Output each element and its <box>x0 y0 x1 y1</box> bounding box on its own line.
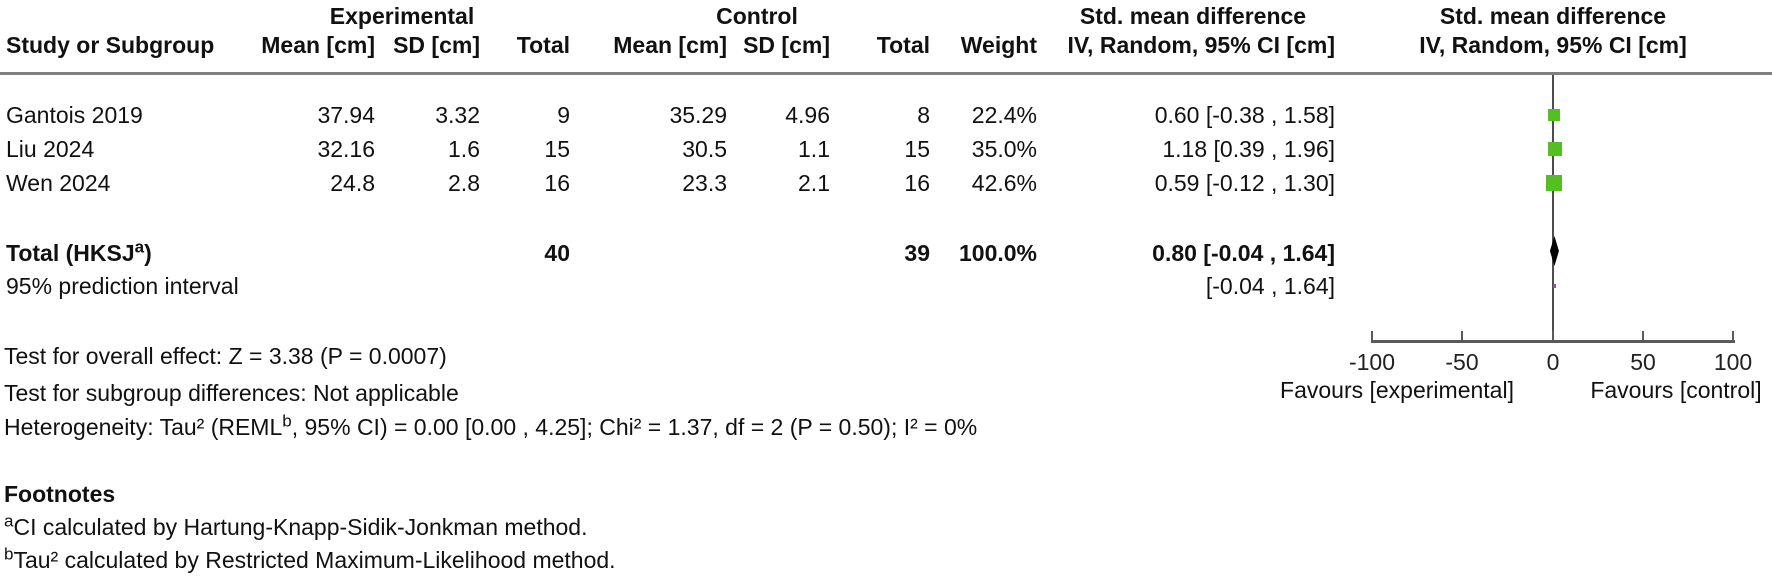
cell-total-exp: 16 <box>544 170 570 196</box>
prediction-label: 95% prediction interval <box>6 273 239 299</box>
cell-sd-exp: 2.8 <box>448 170 480 196</box>
favours-experimental-label: Favours [experimental] <box>1280 377 1514 403</box>
col-header-mean-exp: Mean [cm] <box>261 32 375 58</box>
cell-total-exp: 15 <box>544 136 570 162</box>
axis-tick <box>1642 331 1644 340</box>
heterogeneity: Heterogeneity: Tau² (REMLb, 95% CI) = 0.… <box>4 411 978 440</box>
cell-weight: 35.0% <box>971 136 1037 162</box>
footnotes-title: Footnotes <box>4 481 116 507</box>
axis-tick <box>1732 331 1734 340</box>
total-label-main: Total (HKSJ <box>6 240 135 266</box>
cell-ci: 0.60 [-0.38 , 1.58] <box>1154 102 1335 128</box>
cell-total-ctrl: 8 <box>917 102 930 128</box>
study-point-square <box>1548 142 1563 156</box>
cell-sd-exp: 1.6 <box>448 136 480 162</box>
total-label-sup: a <box>134 237 145 257</box>
cell-weight: 22.4% <box>971 102 1037 128</box>
cell-mean-exp: 37.94 <box>317 102 375 128</box>
col-header-total-exp: Total <box>516 32 570 58</box>
prediction-ci: [-0.04 , 1.64] <box>1205 273 1335 299</box>
axis-tick-label: 50 <box>1630 349 1656 375</box>
footnote-a-text: CI calculated by Hartung-Knapp-Sidik-Jon… <box>13 514 588 540</box>
col-header-ci-text: IV, Random, 95% CI [cm] <box>1067 32 1335 58</box>
test-overall-effect: Test for overall effect: Z = 3.38 (P = 0… <box>4 343 447 369</box>
cell-sd-ctrl: 4.96 <box>785 102 830 128</box>
col-header-study: Study or Subgroup <box>6 32 215 58</box>
cell-sd-ctrl: 2.1 <box>798 170 830 196</box>
axis-tick <box>1461 331 1463 340</box>
total-ctrl: 39 <box>904 240 930 266</box>
total-exp: 40 <box>544 240 570 266</box>
test-subgroup-differences: Test for subgroup differences: Not appli… <box>4 380 459 406</box>
heterogeneity-post: , 95% CI) = 0.00 [0.00 , 4.25]; Chi² = 1… <box>291 414 978 440</box>
favours-control-label: Favours [control] <box>1590 377 1762 403</box>
col-header-sd-ctrl: SD [cm] <box>743 32 830 58</box>
col-header-ci-plot: IV, Random, 95% CI [cm] <box>1419 32 1687 58</box>
study-point-square <box>1546 175 1563 191</box>
cell-total-ctrl: 15 <box>904 136 930 162</box>
study-label: Liu 2024 <box>6 136 95 162</box>
group-header-smd-plot: Std. mean difference <box>1439 3 1667 29</box>
cell-mean-ctrl: 30.5 <box>682 136 727 162</box>
heterogeneity-pre: Heterogeneity: Tau² (REML <box>4 414 283 440</box>
group-header-experimental: Experimental <box>329 3 475 29</box>
x-axis-line <box>1371 340 1735 343</box>
axis-tick <box>1371 331 1373 340</box>
zero-reference-line <box>1552 75 1554 342</box>
cell-ci: 1.18 [0.39 , 1.96] <box>1162 136 1335 162</box>
footnote-b-sup: b <box>4 544 14 564</box>
axis-tick-label: -50 <box>1445 349 1479 375</box>
col-header-mean-ctrl: Mean [cm] <box>613 32 727 58</box>
cell-weight: 42.6% <box>971 170 1037 196</box>
header-rule <box>0 72 1772 75</box>
col-header-sd-exp: SD [cm] <box>393 32 480 58</box>
cell-sd-exp: 3.32 <box>435 102 480 128</box>
total-label: Total (HKSJa) <box>6 237 152 266</box>
cell-mean-exp: 32.16 <box>317 136 375 162</box>
study-label: Wen 2024 <box>6 170 111 196</box>
study-point-square <box>1548 109 1561 121</box>
cell-mean-ctrl: 23.3 <box>682 170 727 196</box>
cell-ci: 0.59 [-0.12 , 1.30] <box>1154 170 1335 196</box>
axis-tick-label: 100 <box>1713 349 1753 375</box>
footnote-b: bTau² calculated by Restricted Maximum-L… <box>4 544 616 573</box>
col-header-weight: Weight <box>960 32 1037 58</box>
prediction-interval-bar <box>1552 284 1556 288</box>
total-diamond <box>1549 236 1559 266</box>
group-header-control: Control <box>716 3 798 29</box>
total-ci: 0.80 [-0.04 , 1.64] <box>1152 240 1335 266</box>
axis-tick <box>1552 331 1554 340</box>
axis-tick-label: 0 <box>1546 349 1560 375</box>
total-label-close: ) <box>144 240 152 266</box>
total-weight: 100.0% <box>958 240 1037 266</box>
study-label: Gantois 2019 <box>6 102 143 128</box>
footnote-a: aCI calculated by Hartung-Knapp-Sidik-Jo… <box>4 511 588 540</box>
axis-tick-label: -100 <box>1348 349 1396 375</box>
cell-mean-exp: 24.8 <box>330 170 375 196</box>
cell-sd-ctrl: 1.1 <box>798 136 830 162</box>
heterogeneity-sup: b <box>282 411 292 431</box>
cell-mean-ctrl: 35.29 <box>669 102 727 128</box>
col-header-total-ctrl: Total <box>876 32 930 58</box>
footnote-a-sup: a <box>4 511 14 531</box>
cell-total-exp: 9 <box>557 102 570 128</box>
cell-total-ctrl: 16 <box>904 170 930 196</box>
footnote-b-text: Tau² calculated by Restricted Maximum-Li… <box>13 547 616 573</box>
group-header-smd-text: Std. mean difference <box>1079 3 1307 29</box>
